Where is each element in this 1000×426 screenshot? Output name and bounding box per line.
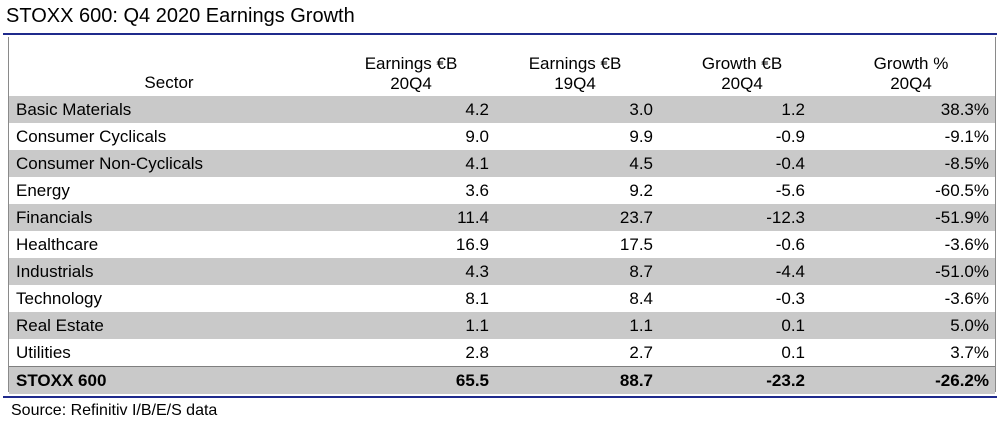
footer-divider xyxy=(3,396,997,398)
table-row: Financials 11.4 23.7 -12.3 -51.9% xyxy=(9,204,995,231)
earnings-19q4-cell: 4.5 xyxy=(493,150,657,177)
earnings-19q4-cell: 8.7 xyxy=(493,258,657,285)
earnings-19q4-cell: 8.4 xyxy=(629,289,653,308)
earnings-20q4-cell: 4.1 xyxy=(329,150,493,177)
column-header-growth-pct: Growth % 20Q4 xyxy=(827,37,995,96)
table-header: Sector Earnings €B 20Q4 Earnings €B 19Q4… xyxy=(9,37,995,96)
title-divider xyxy=(3,33,997,35)
column-header-earnings-20q4: Earnings €B 20Q4 xyxy=(329,37,493,96)
total-row: STOXX 600 65.5 88.7 -23.2 -26.2% xyxy=(9,366,995,394)
sector-cell: Real Estate xyxy=(9,312,329,339)
earnings-20q4-cell: 1.1 xyxy=(329,312,493,339)
column-header-line1: Earnings €B xyxy=(364,54,458,73)
growth-pct-cell: -60.5% xyxy=(935,181,989,200)
growth-eur-cell: -0.4 xyxy=(657,150,827,177)
column-header-line2: 20Q4 xyxy=(890,74,932,93)
growth-pct-cell: 3.7% xyxy=(950,343,989,362)
growth-eur-cell: 1.2 xyxy=(657,96,827,123)
total-growth-eur: -23.2 xyxy=(657,366,827,394)
growth-pct-cell: -51.9% xyxy=(827,204,995,231)
growth-eur-cell: -0.6 xyxy=(775,235,805,254)
earnings-20q4-cell: 4.2 xyxy=(329,96,493,123)
growth-pct-cell: -9.1% xyxy=(944,127,989,146)
growth-eur-cell: -5.6 xyxy=(775,181,805,200)
earnings-table: Sector Earnings €B 20Q4 Earnings €B 19Q4… xyxy=(9,37,995,394)
table-row: Consumer Non-Cyclicals 4.1 4.5 -0.4 -8.5% xyxy=(9,150,995,177)
column-header-earnings-19q4: Earnings €B 19Q4 xyxy=(493,37,657,96)
header-row: Sector Earnings €B 20Q4 Earnings €B 19Q4… xyxy=(9,37,995,96)
sector-cell: Financials xyxy=(9,204,329,231)
column-header-line2: 20Q4 xyxy=(390,74,432,93)
table-row: Basic Materials 4.2 3.0 1.2 38.3% xyxy=(9,96,995,123)
sector-cell: Consumer Non-Cyclicals xyxy=(9,150,329,177)
table-row: Utilities 2.8 2.7 0.1 3.7% xyxy=(9,339,995,367)
table-row: Consumer Cyclicals 9.0 9.9 -0.9 -9.1% xyxy=(9,123,995,150)
column-header-line1: Growth €B xyxy=(701,54,783,73)
total-earnings-19q4: 88.7 xyxy=(493,366,657,394)
earnings-19q4-cell: 3.0 xyxy=(493,96,657,123)
sector-cell: Utilities xyxy=(16,343,71,362)
total-sector: STOXX 600 xyxy=(9,366,329,394)
earnings-19q4-cell: 17.5 xyxy=(619,235,653,254)
growth-pct-cell: 38.3% xyxy=(827,96,995,123)
earnings-20q4-cell: 3.6 xyxy=(465,181,489,200)
growth-pct-cell: -3.6% xyxy=(944,289,989,308)
sector-cell: Technology xyxy=(16,289,103,308)
earnings-19q4-cell: 9.2 xyxy=(629,181,653,200)
table-row: Healthcare 16.9 17.5 -0.6 -3.6% xyxy=(9,231,995,258)
column-header-line2: 19Q4 xyxy=(554,74,596,93)
column-header-sector: Sector xyxy=(9,37,329,96)
growth-eur-cell: 0.1 xyxy=(781,343,805,362)
table-title: STOXX 600: Q4 2020 Earnings Growth xyxy=(6,5,355,27)
table-row: Energy 3.6 9.2 -5.6 -60.5% xyxy=(9,177,995,204)
growth-eur-cell: -0.9 xyxy=(775,127,805,146)
table-row: Technology 8.1 8.4 -0.3 -3.6% xyxy=(9,285,995,312)
earnings-20q4-cell: 16.9 xyxy=(455,235,489,254)
column-header-line1: Growth % xyxy=(873,54,949,73)
sector-cell: Energy xyxy=(16,181,70,200)
growth-pct-cell: -51.0% xyxy=(827,258,995,285)
earnings-19q4-cell: 9.9 xyxy=(629,127,653,146)
sector-cell: Consumer Cyclicals xyxy=(16,127,167,146)
sector-cell: Industrials xyxy=(9,258,329,285)
sector-cell: Basic Materials xyxy=(9,96,329,123)
column-header-line2: 20Q4 xyxy=(721,74,763,93)
total-growth-pct: -26.2% xyxy=(827,366,995,394)
column-header-sector-label: Sector xyxy=(144,73,194,92)
sector-cell: Healthcare xyxy=(16,235,99,254)
column-header-line1: Earnings €B xyxy=(528,54,622,73)
earnings-19q4-cell: 2.7 xyxy=(629,343,653,362)
earnings-20q4-cell: 2.8 xyxy=(465,343,489,362)
growth-pct-cell: 5.0% xyxy=(827,312,995,339)
growth-pct-cell: -3.6% xyxy=(944,235,989,254)
table-row: Industrials 4.3 8.7 -4.4 -51.0% xyxy=(9,258,995,285)
earnings-20q4-cell: 11.4 xyxy=(329,204,493,231)
growth-eur-cell: 0.1 xyxy=(657,312,827,339)
earnings-20q4-cell: 8.1 xyxy=(465,289,489,308)
earnings-19q4-cell: 1.1 xyxy=(493,312,657,339)
earnings-20q4-cell: 9.0 xyxy=(465,127,489,146)
table-body: Basic Materials 4.2 3.0 1.2 38.3% Consumer Cy… xyxy=(9,96,995,394)
earnings-19q4-cell: 23.7 xyxy=(493,204,657,231)
growth-eur-cell: -4.4 xyxy=(657,258,827,285)
source-note: Source: Refinitiv I/B/E/S data xyxy=(11,402,218,419)
table-row: Real Estate 1.1 1.1 0.1 5.0% xyxy=(9,312,995,339)
earnings-20q4-cell: 4.3 xyxy=(329,258,493,285)
column-header-growth-eur: Growth €B 20Q4 xyxy=(657,37,827,96)
growth-pct-cell: -8.5% xyxy=(827,150,995,177)
growth-eur-cell: -12.3 xyxy=(657,204,827,231)
growth-eur-cell: -0.3 xyxy=(775,289,805,308)
total-earnings-20q4: 65.5 xyxy=(329,366,493,394)
